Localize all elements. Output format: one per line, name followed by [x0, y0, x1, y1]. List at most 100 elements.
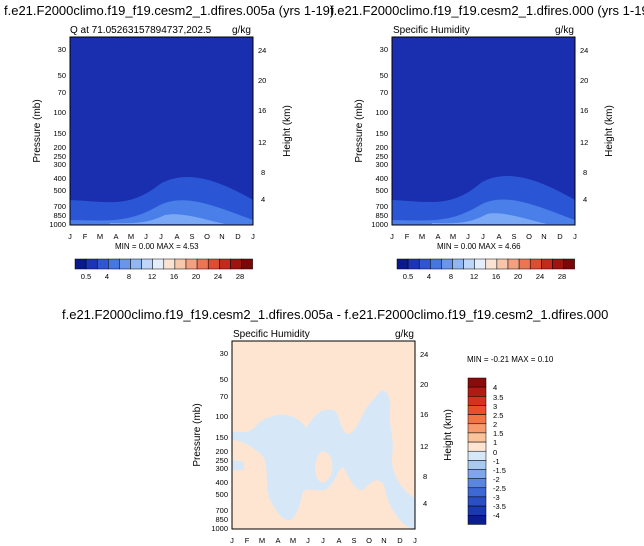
- panel-3-ytick: 1000: [211, 524, 228, 533]
- colorbar-box: [396, 258, 409, 270]
- colorbar-box: [230, 258, 242, 270]
- panel-1-ytick: 300: [53, 160, 66, 169]
- panel-1-cb-label: 24: [214, 272, 222, 281]
- colorbar-box: [518, 258, 531, 270]
- panel-3-colorbar-boxes: [467, 377, 487, 525]
- panel-1-xtick: J: [144, 232, 148, 241]
- colorbar-box: [541, 258, 553, 270]
- panel-3-cb-label: -1: [493, 457, 500, 466]
- panel-2-cb-label: 20: [514, 272, 522, 281]
- panel-3-ytick: 300: [215, 464, 228, 473]
- colorbar-box: [467, 505, 487, 516]
- panel-2-cb-label: 28: [558, 272, 566, 281]
- panel-1-y2tick: 16: [258, 106, 266, 115]
- panel-3-xticks: J F M A M J J A S O N D J: [230, 536, 417, 545]
- panel-3-ytick: 700: [215, 506, 228, 515]
- panel-2-xtick: M: [450, 232, 456, 241]
- panel-2-xtick: J: [466, 232, 470, 241]
- panel-3-ytick: 850: [215, 515, 228, 524]
- panel-2-xtick: J: [390, 232, 394, 241]
- panel-1-frame: [69, 36, 254, 226]
- panel-2-y2tick: 4: [583, 195, 587, 204]
- panel-2-xtick: S: [511, 232, 516, 241]
- panel-2-xtick: D: [557, 232, 563, 241]
- panel-3-ytick: 200: [215, 447, 228, 456]
- colorbar-box: [467, 460, 487, 470]
- colorbar-box: [467, 450, 487, 461]
- colorbar-box: [85, 258, 98, 270]
- panel-2-ytick: 70: [380, 88, 388, 97]
- panel-2-cb-label: 8: [449, 272, 453, 281]
- panel-3-ytick: 50: [220, 375, 228, 384]
- panel-2-frame: [391, 36, 576, 226]
- colorbar-box: [185, 258, 198, 270]
- colorbar-box: [467, 432, 487, 443]
- colorbar-box: [241, 258, 253, 270]
- panel-1-ytick: 500: [53, 186, 66, 195]
- panel-2-y2tick: 12: [580, 138, 588, 147]
- colorbar-box: [463, 258, 475, 270]
- panel-2-colorbar-boxes: [396, 258, 575, 270]
- panel-1-ytick: 100: [53, 108, 66, 117]
- panel-1-xtick: M: [97, 232, 103, 241]
- panel-2-minmax: MIN = 0.00 MAX = 4.66: [437, 242, 521, 251]
- panel-2-cb-label: 4: [427, 272, 431, 281]
- panel-3-ytick: 70: [220, 392, 228, 401]
- panel-2-ytick: 400: [375, 174, 388, 183]
- panel-1-y2tick: 12: [258, 138, 266, 147]
- panel-2-contour-mid: [392, 199, 575, 225]
- panel-3-cb-label: 2.5: [493, 411, 503, 420]
- panel-2-xtick: F: [405, 232, 410, 241]
- panel-3-ytick: 30: [220, 349, 228, 358]
- panel-1-cb-label: 0.5: [81, 272, 91, 281]
- panel-1-colorbar: 0.5 4 8 12 16 20 24 28: [74, 258, 253, 281]
- panel-3-xtick: J: [230, 536, 234, 545]
- panel-3-frame: [231, 340, 416, 530]
- panel-2-ytick: 850: [375, 211, 388, 220]
- panel-1: f.e21.F2000climo.f19_f19.cesm2_1.dfires.…: [4, 3, 334, 281]
- panel-1-units: g/kg: [232, 25, 251, 36]
- panel-3-xtick: F: [245, 536, 250, 545]
- panel-2-xtick: J: [573, 232, 577, 241]
- colorbar-box: [108, 258, 120, 270]
- panel-3-ytick: 100: [215, 412, 228, 421]
- panel-3-y2tick: 4: [423, 499, 427, 508]
- panel-2-xtick: J: [481, 232, 485, 241]
- colorbar-box: [130, 258, 142, 270]
- panel-1-contour-mid: [70, 200, 253, 225]
- panel-2-cb-label: 16: [492, 272, 500, 281]
- panel-3-cb-label: 3.5: [493, 393, 503, 402]
- colorbar-box: [467, 414, 487, 425]
- colorbar-box: [485, 258, 498, 270]
- panel-3-xtick: M: [259, 536, 265, 545]
- panel-3-cb-label: 1: [493, 438, 497, 447]
- colorbar-box: [467, 515, 487, 525]
- panel-2-ytick: 50: [380, 71, 388, 80]
- panel-1-subtitle: Q at 71.05263157894737,202.5: [70, 25, 212, 36]
- colorbar-box: [407, 258, 420, 270]
- panel-1-ytick: 250: [53, 152, 66, 161]
- panel-1-title: f.e21.F2000climo.f19_f19.cesm2_1.dfires.…: [4, 3, 334, 18]
- panel-3-y2tick: 24: [420, 350, 428, 359]
- panel-3-y2ticks: 24 20 16 12 8 4: [420, 350, 428, 508]
- colorbar-box: [467, 496, 487, 507]
- panel-2-colorbar: 0.5 4 8 12 16 20 24 28: [396, 258, 575, 281]
- panel-3-y2tick: 12: [420, 442, 428, 451]
- colorbar-box: [467, 469, 487, 479]
- panel-1-colorbar-boxes: [74, 258, 253, 270]
- panel-3-cb-label: 1.5: [493, 429, 503, 438]
- colorbar-box: [467, 487, 487, 498]
- panel-1-ytick: 30: [58, 45, 66, 54]
- panel-2-cb-label: 0.5: [403, 272, 413, 281]
- panel-1-xticks: J F M A M J J A S O N D J: [68, 232, 255, 241]
- panel-2-ylabel: Pressure (mb): [354, 99, 365, 162]
- panel-1-cb-label: 4: [105, 272, 109, 281]
- panel-1-minmax: MIN = 0.00 MAX = 4.53: [115, 242, 199, 251]
- panel-3-minmax: MIN = -0.21 MAX = 0.10: [467, 355, 554, 364]
- panel-2-y2tick: 24: [580, 46, 588, 55]
- panel-2-ytick: 250: [375, 152, 388, 161]
- panel-1-ytick: 400: [53, 174, 66, 183]
- panel-3-xtick: J: [306, 536, 310, 545]
- colorbar-box: [418, 258, 431, 270]
- panel-3-yticks: 30 50 70 100 150 200 250 300 400 500 700…: [211, 349, 228, 533]
